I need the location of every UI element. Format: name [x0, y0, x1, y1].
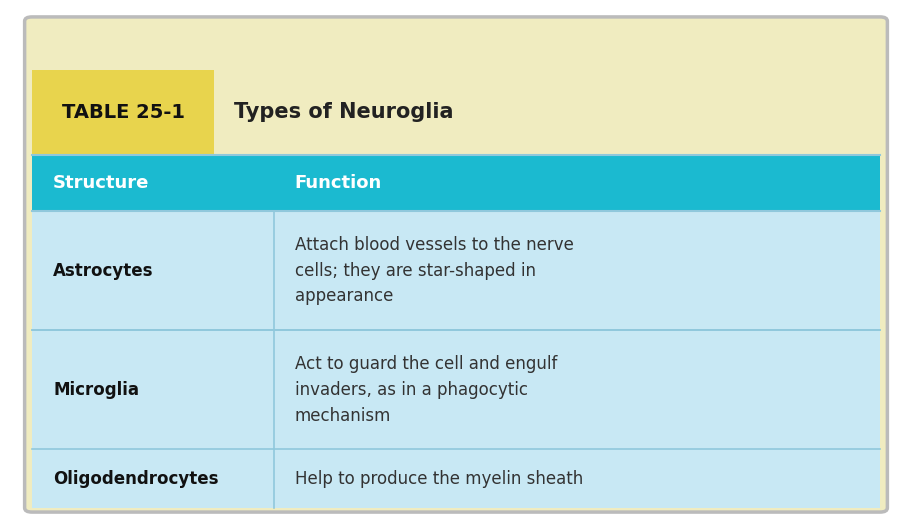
Text: TABLE 25-1: TABLE 25-1: [62, 103, 184, 122]
Text: Act to guard the cell and engulf
invaders, as in a phagocytic
mechanism: Act to guard the cell and engulf invader…: [294, 355, 557, 424]
Bar: [32, 450, 879, 508]
Text: Types of Neuroglia: Types of Neuroglia: [233, 103, 453, 122]
Bar: [32, 155, 879, 211]
Text: Attach blood vessels to the nerve
cells; they are star-shaped in
appearance: Attach blood vessels to the nerve cells;…: [294, 236, 573, 305]
Bar: [32, 330, 879, 450]
Bar: [32, 211, 879, 330]
Text: Microglia: Microglia: [53, 381, 139, 399]
Text: Help to produce the myelin sheath: Help to produce the myelin sheath: [294, 470, 582, 488]
Text: Oligodendrocytes: Oligodendrocytes: [53, 470, 219, 488]
FancyBboxPatch shape: [25, 17, 886, 512]
Text: Function: Function: [294, 174, 382, 192]
Text: Astrocytes: Astrocytes: [53, 261, 153, 280]
Bar: [32, 70, 214, 155]
Text: Structure: Structure: [53, 174, 149, 192]
